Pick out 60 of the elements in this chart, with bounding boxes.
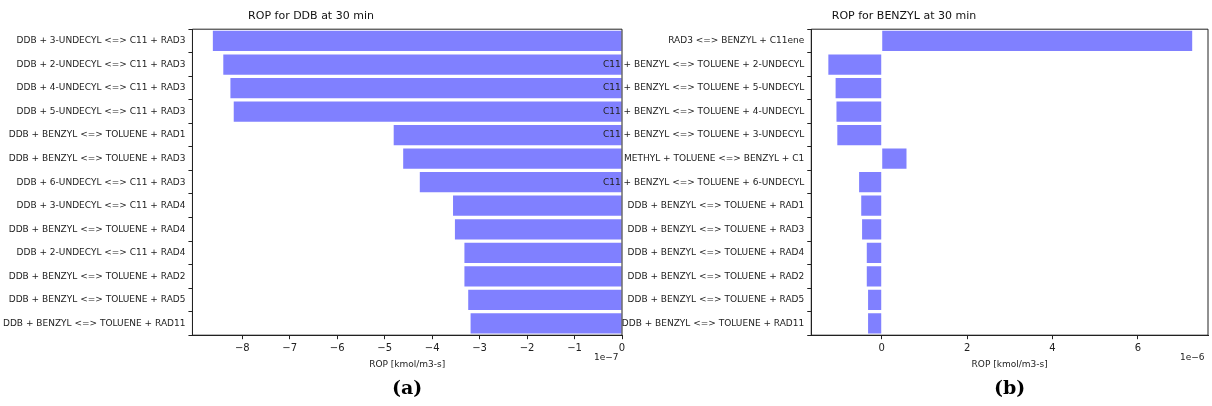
x-tick-label: −5 [377,341,393,353]
y-tick-label: DDB + 2-UNDECYL <=> C11 + RAD4 [16,247,186,258]
x-tick-label: 0 [618,341,626,353]
y-tick-label: DDB + BENZYL <=> TOLUENE + RAD4 [8,223,186,234]
y-tick-label: C11 + BENZYL <=> TOLUENE + 6-UNDECYL [603,176,805,187]
x-axis-title: ROP [kmol/m3-s] [369,358,446,369]
y-tick-label: DDB + BENZYL <=> TOLUENE + RAD3 [8,153,186,164]
y-tick-label: RAD3 <=> BENZYL + C11ene [668,35,805,46]
bar [866,266,882,287]
y-tick-label: C11 + BENZYL <=> TOLUENE + 2-UNDECYL [603,58,805,69]
y-tick-label: METHYL + TOLUENE <=> BENZYL + C1 [624,153,805,164]
y-tick-label: DDB + BENZYL <=> TOLUENE + RAD3 [627,223,805,234]
bar [836,101,882,122]
y-tick-label: DDB + 6-UNDECYL <=> C11 + RAD3 [16,176,186,187]
y-tick-label: DDB + 3-UNDECYL <=> C11 + RAD4 [16,200,186,211]
bar [861,195,882,216]
y-tick-label: C11 + BENZYL <=> TOLUENE + 5-UNDECYL [603,82,805,93]
x-tick-label: 2 [963,341,971,353]
bar [835,77,882,99]
y-tick-label: DDB + BENZYL <=> TOLUENE + RAD1 [8,129,186,140]
bar [882,30,1193,52]
x-tick-label: −4 [424,341,440,353]
text: 1e−6 [1180,352,1205,362]
y-tick-label: DDB + 3-UNDECYL <=> C11 + RAD3 [16,35,186,46]
y-tick-label: DDB + BENZYL <=> TOLUENE + RAD11 [621,317,805,328]
bar [882,148,907,169]
text: (a) [391,376,424,398]
bar [862,219,882,240]
x-tick-label: −3 [472,341,487,353]
chart-title: ROP for BENZYL at 30 min [831,9,977,23]
bar [866,242,882,263]
y-tick-label: DDB + BENZYL <=> TOLUENE + RAD1 [627,200,805,211]
x-axis-title: ROP [kmol/m3-s] [971,358,1048,369]
x-tick-label: −8 [234,341,250,353]
x-tick-label: 0 [878,341,885,353]
bar [868,313,882,334]
x-tick-label: −7 [282,341,298,353]
y-tick-label: DDB + 4-UNDECYL <=> C11 + RAD3 [16,82,186,93]
y-tick-label: DDB + BENZYL <=> TOLUENE + RAD11 [2,317,186,328]
bar [828,54,882,75]
y-tick-label: C11 + BENZYL <=> TOLUENE + 3-UNDECYL [603,129,805,140]
y-tick-label: DDB + BENZYL <=> TOLUENE + RAD2 [627,270,805,281]
chart-title: ROP for DDB at 30 min [248,9,374,23]
y-tick-label: DDB + BENZYL <=> TOLUENE + RAD2 [8,270,186,281]
x-tick-label: −1 [567,341,582,353]
x-tick-label: −2 [519,341,535,353]
x-tick-label: −6 [329,341,345,353]
y-tick-label: DDB + BENZYL <=> TOLUENE + RAD5 [627,294,805,305]
x-tick-label: 6 [1134,341,1142,353]
y-tick-label: DDB + 5-UNDECYL <=> C11 + RAD3 [16,105,186,116]
bar [859,172,882,193]
text: (b) [993,376,1027,398]
y-tick-label: C11 + BENZYL <=> TOLUENE + 4-UNDECYL [603,105,805,116]
y-tick-label: DDB + 2-UNDECYL <=> C11 + RAD3 [16,58,186,69]
x-tick-label: 4 [1049,341,1056,353]
text: 1e−7 [594,352,619,362]
bar [837,125,882,146]
y-tick-label: DDB + BENZYL <=> TOLUENE + RAD4 [627,247,805,258]
bar [868,289,882,311]
y-tick-label: DDB + BENZYL <=> TOLUENE + RAD5 [8,294,186,305]
